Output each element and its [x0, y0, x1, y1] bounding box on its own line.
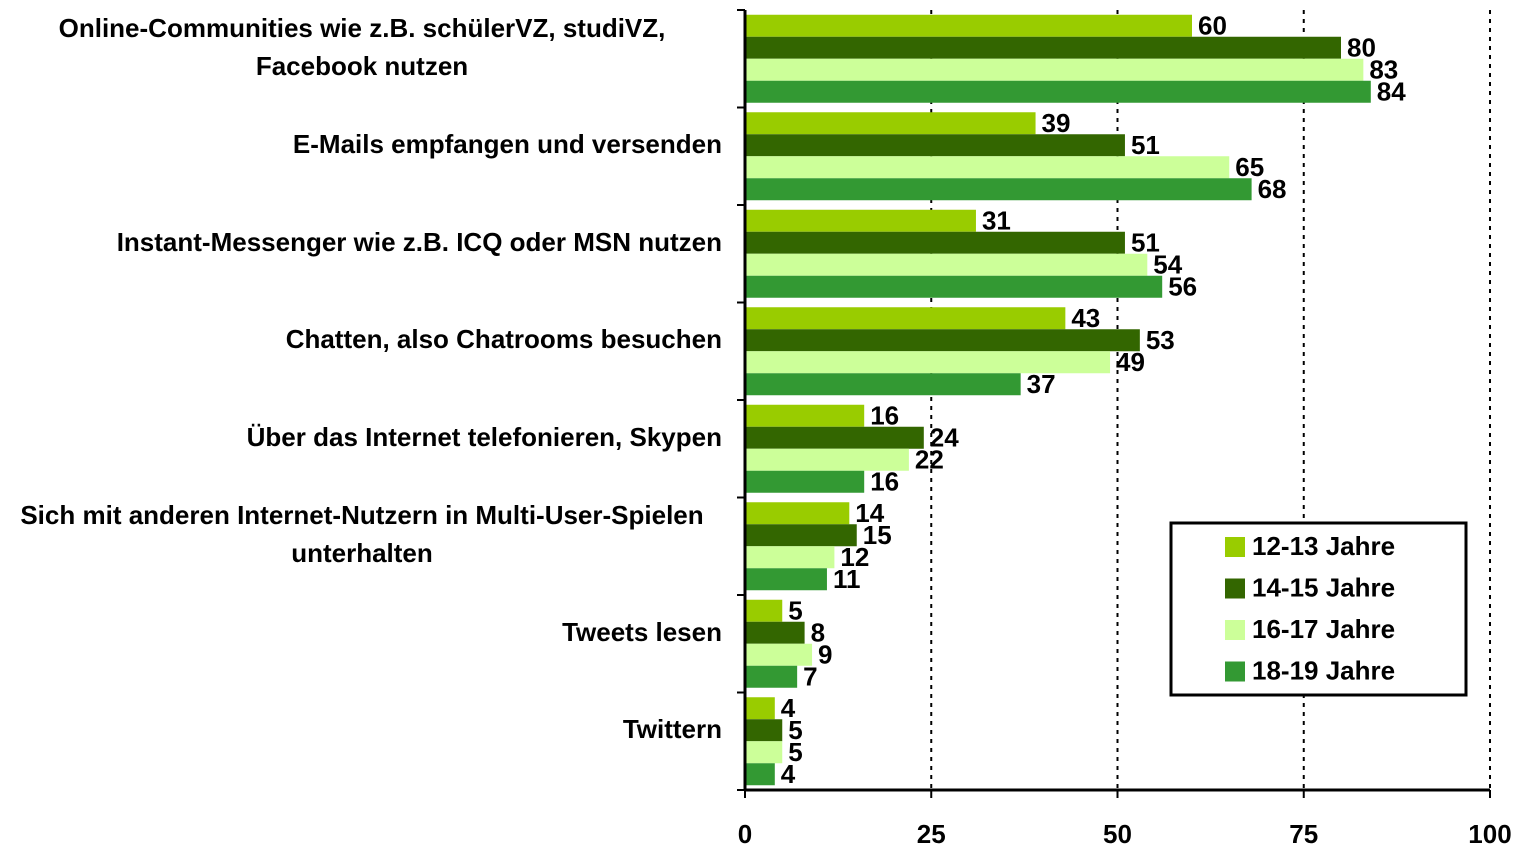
legend-label: 14-15 Jahre [1252, 572, 1395, 602]
value-label: 11 [833, 564, 861, 594]
bar [745, 404, 865, 427]
bar [745, 697, 775, 720]
value-label: 84 [1377, 77, 1406, 107]
value-label: 37 [1027, 369, 1056, 399]
x-tick-label: 100 [1468, 819, 1511, 849]
x-tick-label: 75 [1289, 819, 1318, 849]
bar [745, 448, 909, 471]
bar [745, 763, 775, 786]
bar [745, 351, 1111, 374]
value-label: 7 [803, 662, 817, 692]
bar [745, 524, 857, 547]
bar [745, 80, 1371, 103]
bar [745, 621, 805, 644]
legend-swatch [1225, 620, 1245, 640]
value-label: 39 [1042, 108, 1071, 138]
bar [745, 546, 835, 569]
legend-label: 18-19 Jahre [1252, 655, 1395, 685]
value-label: 5 [788, 596, 802, 626]
bar [745, 329, 1140, 352]
category-label: Online-Communities wie z.B. schülerVZ, s… [58, 12, 666, 81]
legend-label: 16-17 Jahre [1252, 614, 1395, 644]
bar [745, 470, 865, 493]
legend-swatch [1225, 661, 1245, 682]
value-label: 14 [855, 498, 884, 528]
bar [745, 275, 1163, 298]
x-tick-label: 25 [917, 819, 946, 849]
value-label: 65 [1235, 152, 1264, 182]
category-label: E-Mails empfangen und versenden [292, 129, 722, 160]
bar [745, 373, 1021, 396]
bar [745, 599, 783, 622]
value-label: 4 [781, 693, 796, 723]
bar [745, 178, 1252, 201]
bar [745, 156, 1230, 179]
bar [745, 253, 1148, 276]
value-label: 5 [788, 737, 802, 767]
value-label: 60 [1198, 11, 1227, 41]
value-label: 12 [840, 542, 869, 572]
value-label: 24 [930, 423, 959, 453]
legend-swatch [1225, 578, 1245, 599]
bar [745, 58, 1364, 81]
bar [745, 307, 1066, 330]
value-label: 83 [1369, 55, 1398, 85]
value-label: 15 [863, 520, 892, 550]
value-label: 5 [788, 715, 802, 745]
value-label: 22 [915, 445, 944, 475]
category-label: Instant-Messenger wie z.B. ICQ oder MSN … [116, 226, 722, 257]
value-label: 31 [982, 206, 1011, 236]
bar [745, 643, 813, 666]
bar [745, 134, 1125, 157]
x-tick-label: 0 [738, 819, 752, 849]
bar [745, 719, 783, 742]
value-label: 8 [811, 618, 825, 648]
category-label: Twittern [622, 714, 722, 745]
bar [745, 112, 1036, 135]
bar [745, 568, 827, 591]
value-label: 16 [870, 401, 899, 431]
legend-box [1169, 521, 1468, 697]
bar [745, 741, 783, 764]
category-label: Chatten, also Chatrooms besuchen [285, 324, 722, 355]
value-label: 49 [1116, 347, 1145, 377]
category-label: Tweets lesen [562, 616, 722, 647]
value-label: 9 [818, 640, 832, 670]
value-label: 16 [870, 467, 899, 497]
x-tick-label: 50 [1103, 819, 1132, 849]
value-label: 54 [1153, 250, 1182, 280]
value-label: 51 [1131, 228, 1160, 258]
value-label: 68 [1258, 174, 1287, 204]
category-label: Sich mit anderen Internet-Nutzern in Mul… [20, 500, 704, 569]
legend-label: 12-13 Jahre [1252, 531, 1395, 561]
legend-swatch [1225, 537, 1245, 557]
value-label: 53 [1146, 325, 1175, 355]
bar [745, 502, 850, 525]
bar [745, 209, 976, 232]
bar [745, 426, 924, 449]
category-label: Über das Internet telefonieren, Skypen [246, 421, 722, 452]
bar [745, 231, 1125, 254]
bar [745, 665, 798, 688]
value-label: 51 [1131, 130, 1160, 160]
value-label: 43 [1071, 303, 1100, 333]
value-label: 80 [1347, 33, 1376, 63]
bar [745, 14, 1192, 37]
value-label: 4 [781, 759, 796, 789]
value-label: 56 [1168, 272, 1197, 302]
bar [745, 36, 1341, 59]
